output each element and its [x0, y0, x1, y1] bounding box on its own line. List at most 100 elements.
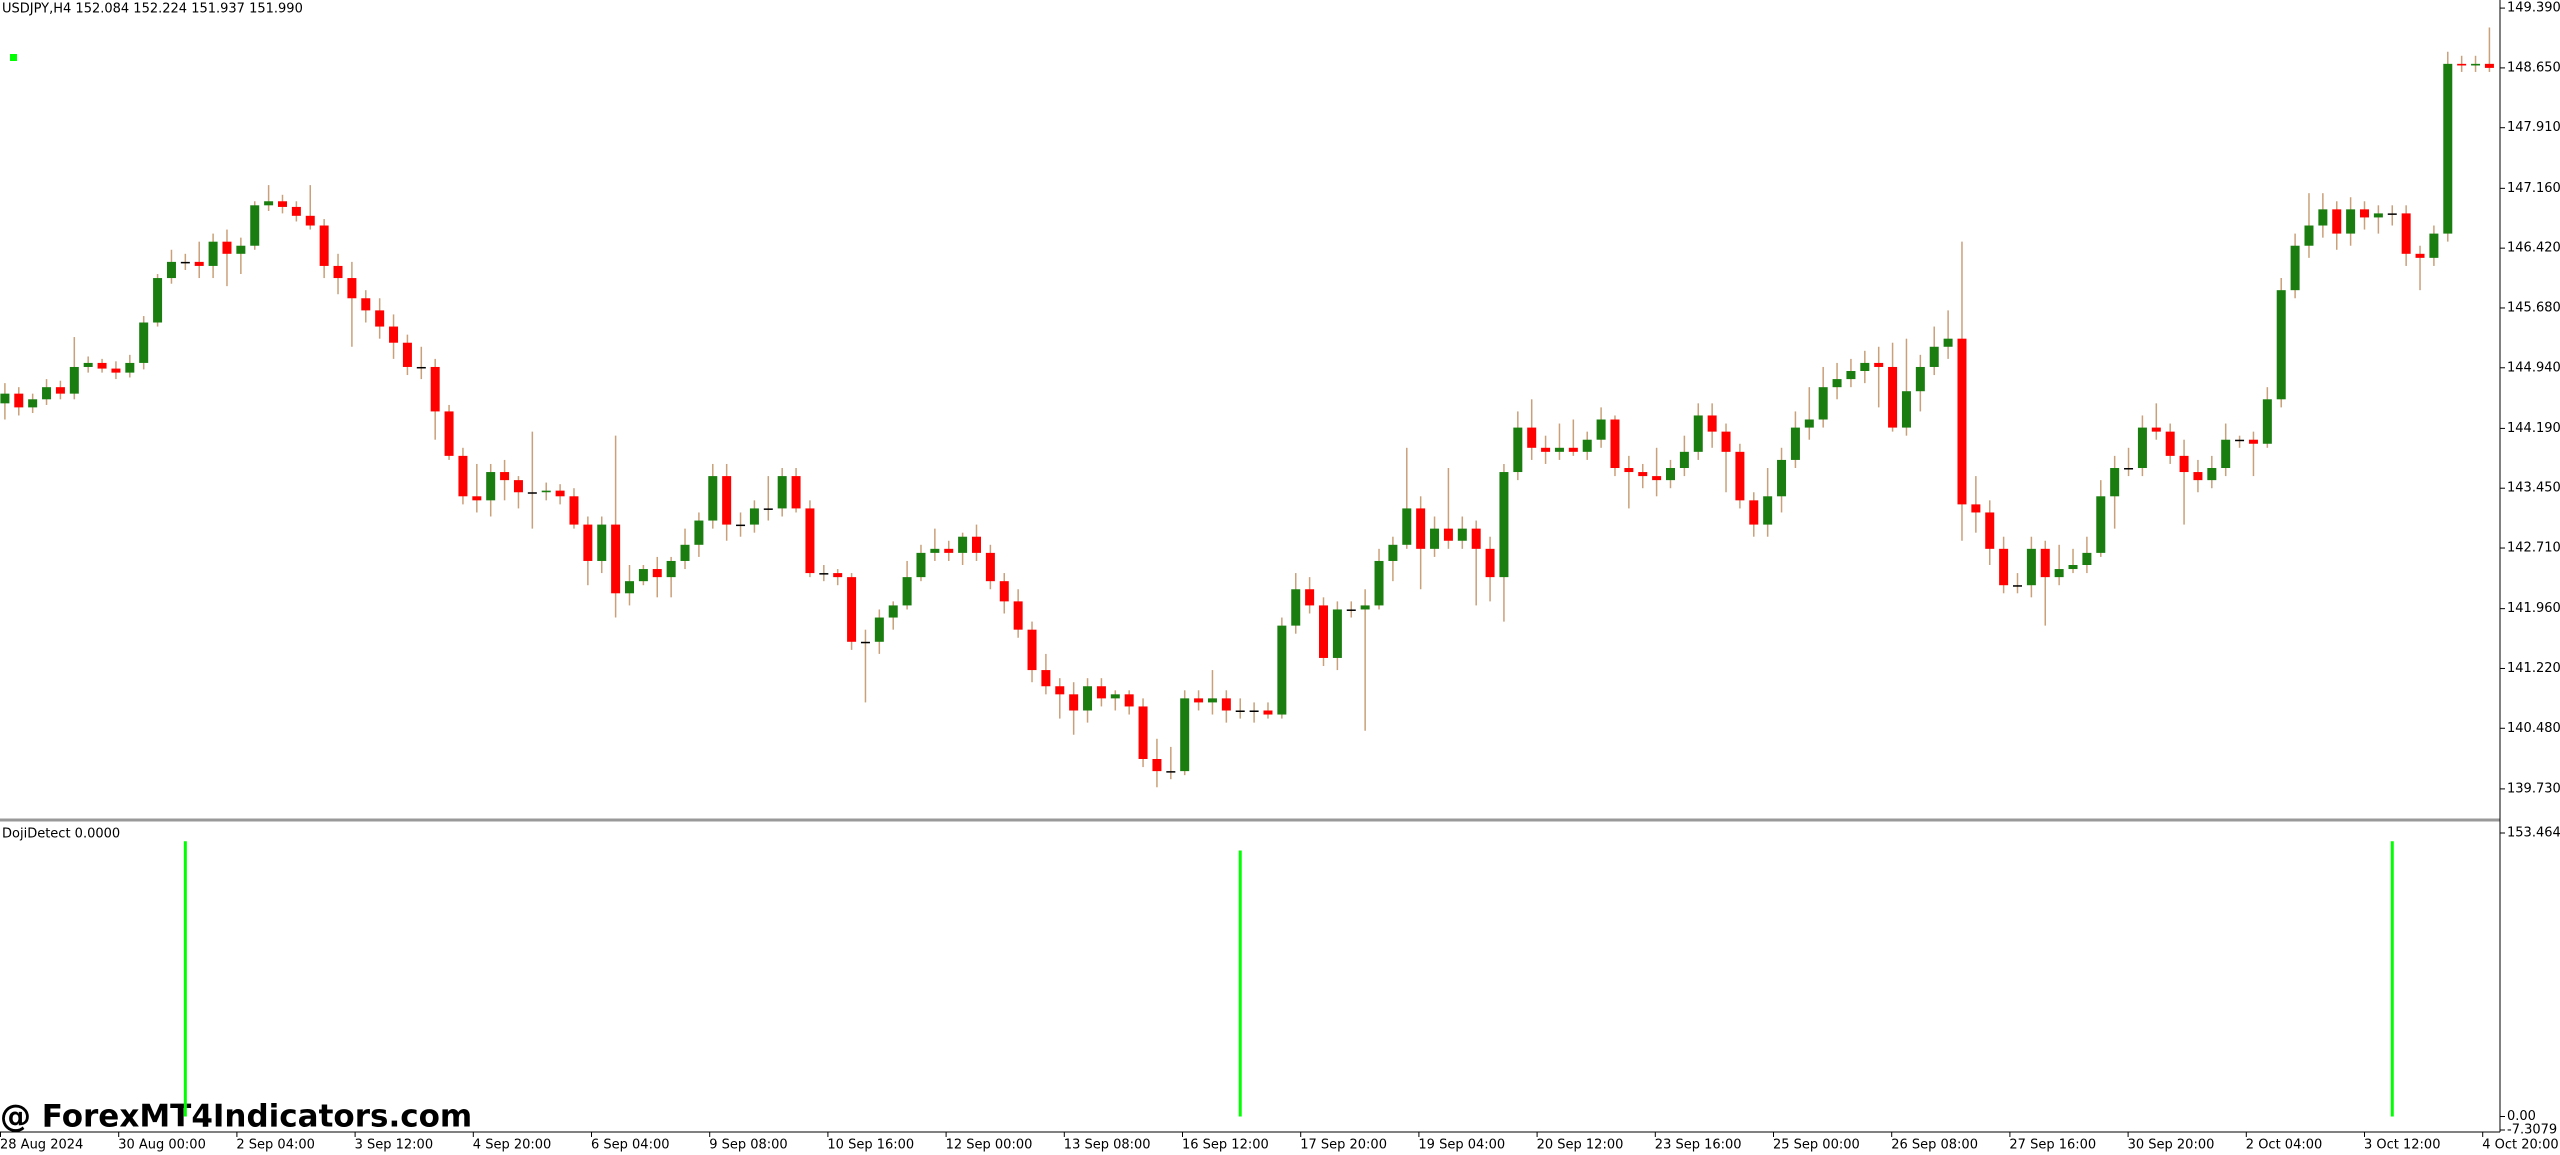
candle-body — [1666, 468, 1675, 481]
candle-body — [375, 310, 385, 327]
candle-body — [902, 577, 912, 606]
candle-body — [1818, 387, 1828, 420]
candle-body — [2457, 63, 2467, 66]
candle-body — [2054, 569, 2064, 578]
candle-body — [305, 215, 315, 226]
candle-body — [2013, 585, 2022, 587]
candle-body — [916, 552, 926, 578]
candle-body — [111, 368, 121, 373]
candle-body — [2235, 439, 2245, 442]
candle-body — [611, 524, 621, 594]
candle-body — [1360, 605, 1370, 610]
candle-body — [2262, 399, 2272, 444]
candle-body — [1499, 472, 1509, 578]
y-tick-label: 145.680 — [2507, 300, 2560, 315]
candle-body — [736, 524, 746, 527]
candle-body — [2373, 213, 2383, 218]
candle-body — [2193, 472, 2203, 481]
candle-body — [1207, 698, 1217, 703]
candle-body — [2110, 468, 2120, 497]
candle-body — [14, 393, 24, 408]
candle-body — [555, 490, 565, 497]
candle-body — [402, 342, 412, 367]
candle-body — [1874, 362, 1884, 367]
y-tick-label: 149.390 — [2507, 1, 2560, 16]
candle-body — [527, 492, 537, 494]
candle-body — [1402, 508, 1412, 545]
candle-body — [2221, 439, 2231, 469]
candle-body — [2082, 552, 2092, 566]
candle-body — [1166, 771, 1176, 773]
candle-body — [1832, 379, 1842, 388]
candle-body — [1957, 338, 1967, 505]
candle-body — [1554, 447, 1564, 452]
candle-body — [2387, 213, 2397, 215]
candle-body — [666, 560, 676, 578]
candle-body — [1443, 528, 1453, 541]
candle-body — [1194, 698, 1204, 703]
y-tick-label: -7.3079 — [2507, 1123, 2557, 1138]
status-marker — [10, 54, 17, 61]
candle-body — [569, 496, 579, 525]
candle-body — [1541, 447, 1551, 452]
y-tick-label: 146.420 — [2507, 241, 2560, 256]
candle-body — [1332, 609, 1342, 658]
candle-body — [28, 399, 38, 408]
candle-body — [1124, 694, 1134, 707]
candle-body — [513, 480, 523, 493]
candle-body — [1527, 427, 1537, 448]
candle-body — [42, 387, 52, 400]
candle-body — [1624, 468, 1634, 473]
candle-body — [153, 278, 163, 323]
candle-body — [1943, 338, 1953, 347]
candle-body — [83, 362, 93, 367]
candle-body — [638, 569, 648, 582]
candle-body — [1249, 710, 1259, 712]
candle-body — [1707, 415, 1717, 432]
x-tick-label: 30 Sep 20:00 — [2128, 1138, 2215, 1153]
candle-body — [1110, 694, 1120, 699]
x-tick-label: 26 Sep 08:00 — [1891, 1138, 1978, 1153]
candle-body — [416, 366, 426, 369]
candle-body — [888, 605, 898, 618]
candle-body — [2248, 439, 2258, 444]
candle-body — [1041, 670, 1051, 687]
candle-body — [1180, 698, 1190, 772]
watermark: @ ForexMT4Indicators.com — [0, 1099, 472, 1135]
candle-body — [805, 508, 815, 574]
candle-body — [583, 524, 593, 561]
candle-body — [236, 245, 246, 254]
candle-body — [1263, 710, 1273, 715]
candle-body — [1138, 706, 1148, 759]
candle-body — [2484, 63, 2494, 68]
candle-body — [1471, 528, 1481, 549]
candle-body — [985, 552, 995, 582]
candle-body — [2332, 209, 2342, 234]
candle-body — [597, 524, 607, 561]
candle-body — [1846, 371, 1856, 380]
candle-body — [1152, 758, 1162, 772]
candle-body — [2360, 209, 2369, 218]
candle-body — [458, 455, 468, 497]
candle-body — [1888, 366, 1898, 428]
x-tick-label: 2 Oct 04:00 — [2246, 1138, 2322, 1153]
x-tick-label: 25 Sep 00:00 — [1773, 1138, 1860, 1153]
x-tick-label: 20 Sep 12:00 — [1537, 1138, 1624, 1153]
candle-body — [1610, 419, 1620, 469]
candle-body — [1915, 366, 1925, 392]
candle-body — [180, 261, 190, 264]
candle-body — [250, 205, 260, 246]
candle-body — [2401, 213, 2411, 254]
x-tick-label: 27 Sep 16:00 — [2009, 1138, 2096, 1153]
candle-body — [361, 298, 371, 311]
candle-body — [1430, 528, 1440, 549]
candle-body — [1693, 415, 1703, 452]
x-tick-label: 23 Sep 16:00 — [1655, 1138, 1742, 1153]
candle-body — [55, 387, 65, 394]
candle-body — [541, 490, 551, 493]
candle-body — [208, 241, 218, 266]
candle-body — [486, 472, 496, 501]
candle-body — [2290, 245, 2300, 291]
